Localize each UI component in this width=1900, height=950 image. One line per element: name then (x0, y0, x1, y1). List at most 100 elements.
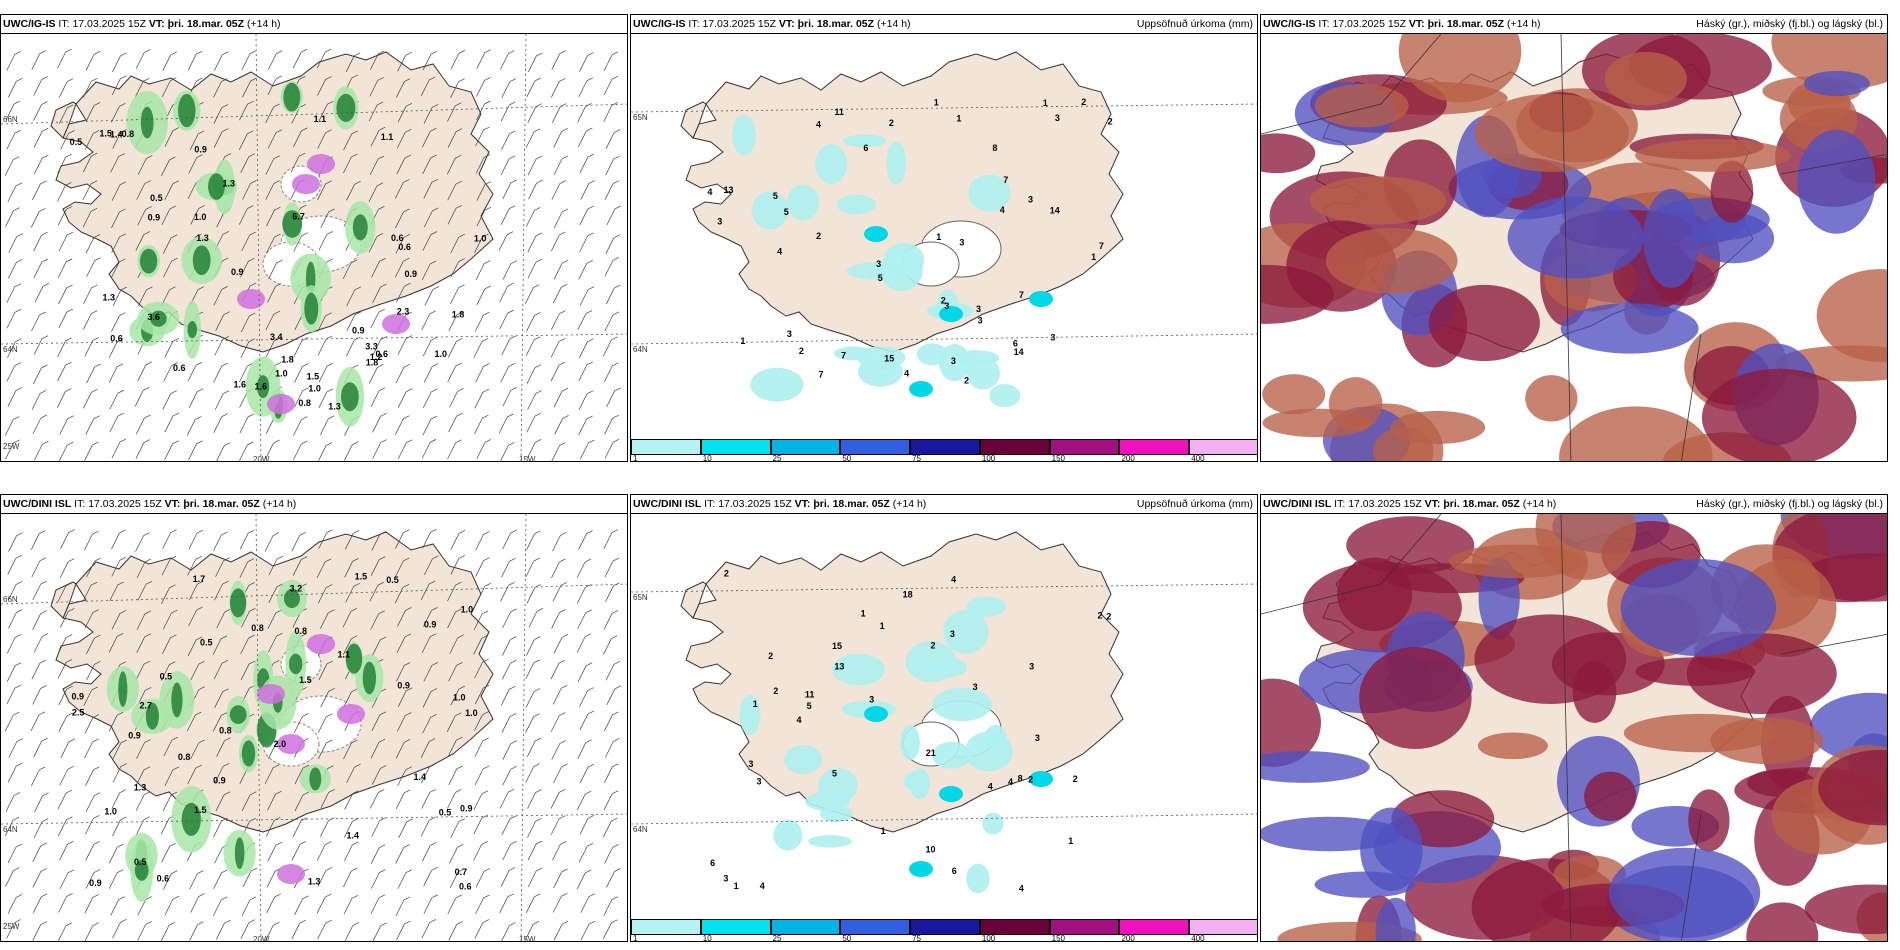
wind-barb (422, 336, 438, 357)
convective-cell (267, 394, 295, 414)
precip-amount-label: 4 (777, 247, 782, 257)
wind-barb (57, 48, 72, 69)
wind-barb (421, 439, 437, 459)
precip-value-label: 3.6 (147, 312, 160, 322)
wind-barb (499, 788, 515, 809)
wind-barb (551, 231, 566, 252)
wind-barb (476, 206, 491, 227)
wind-barb (32, 685, 47, 705)
wind-barb (423, 607, 438, 627)
wind-barb (501, 815, 517, 836)
wind-barb (267, 283, 282, 303)
wind-barb (553, 128, 568, 148)
precip-value-label: 1.4 (347, 831, 360, 841)
cloud-area (1346, 516, 1475, 575)
wind-barb (112, 918, 127, 939)
wind-barb (420, 76, 436, 97)
wind-barb (578, 77, 593, 98)
wind-barb (395, 529, 410, 549)
wind-barb (447, 894, 462, 915)
wind-barb (501, 78, 516, 98)
wind-barb (343, 739, 358, 760)
wind-barb (162, 234, 178, 254)
wind-barb (553, 920, 569, 941)
wind-map[interactable]: 66N 64N 25W 20W 15W 0.5 1.0 1.1 1.0 0.8 0.9 0.9 1.5 0… (1, 513, 627, 941)
precip-blob-dark (192, 245, 211, 276)
wind-barb (550, 789, 566, 809)
wind-barb (135, 660, 151, 681)
wind-barb (450, 685, 466, 706)
wind-barb (161, 661, 176, 681)
precip-value-label: 2.3 (397, 307, 410, 317)
wind-barb (344, 790, 359, 810)
wind-barb (57, 258, 73, 279)
wind-barb (551, 442, 566, 461)
wind-barb (216, 442, 231, 461)
precip-area (886, 141, 906, 185)
precip-value-label: 2.5 (72, 707, 85, 717)
wind-barb (368, 232, 384, 253)
wind-barb (4, 156, 20, 176)
precip-value-label: 0.8 (251, 623, 264, 633)
wind-barb (111, 529, 126, 550)
wind-barb (397, 607, 412, 627)
wind-barb (372, 336, 387, 356)
wind-barb (320, 788, 335, 809)
wind-barb (33, 335, 49, 355)
wind-barb (33, 818, 49, 838)
precip-amount-label: 4 (904, 369, 909, 379)
wind-barb (294, 791, 310, 812)
wind-barb (265, 155, 281, 175)
wind-barb (264, 532, 280, 552)
wind-barb (605, 284, 621, 305)
wind-barb (83, 310, 98, 330)
panel-header: UWC/DINI ISL IT: 17.03.2025 15Z VT: þri.… (631, 495, 1257, 513)
wind-barb (84, 337, 99, 357)
wind-barb (164, 440, 179, 460)
wind-barb (31, 557, 47, 578)
wind-barb (8, 233, 23, 253)
wind-barb (60, 608, 75, 628)
precip-amount-label: 1 (740, 336, 745, 346)
wind-barb (188, 388, 204, 408)
precip-amount-label: 7 (1019, 290, 1024, 300)
precip-value-label: 1.1 (314, 114, 327, 124)
wind-barb (5, 792, 21, 812)
wind-barb (242, 867, 258, 888)
wind-barb (424, 286, 440, 306)
wind-barb (397, 335, 413, 355)
precip-amount-label: 6 (710, 858, 715, 868)
wind-barb (603, 635, 618, 655)
wind-barb (424, 555, 439, 576)
wind-barb (33, 154, 49, 175)
wind-barb (109, 843, 124, 864)
wind-barb (500, 155, 516, 176)
wind-barb (604, 711, 619, 732)
precip-map[interactable]: 65N 64N 2 4 3 5 3 3 1 2 5 2 1 4 3 2 4 1 3 3 7 14 6 3 7 14 3 7 4 5 4 6 3 2… (631, 33, 1257, 461)
wind-barb (164, 766, 180, 787)
wind-map[interactable]: 66N 64N 25W 20W 15W 1.6 1.8 6.7 0.5 1.0 0.6 1.0 1.3 0… (1, 33, 627, 461)
wind-barb (59, 558, 75, 578)
cloud-map[interactable] (1261, 513, 1887, 941)
wind-barb (239, 100, 254, 121)
wind-barb (290, 152, 306, 173)
cloud-area (1325, 227, 1458, 294)
cloud-map[interactable] (1261, 33, 1887, 461)
wind-barb (59, 765, 74, 786)
wind-barb (553, 868, 568, 889)
wind-barb (423, 662, 438, 682)
wind-barb (371, 817, 386, 837)
wind-barb (293, 232, 308, 252)
wind-barb (423, 867, 438, 887)
land-outline (685, 531, 1124, 833)
precip-map[interactable]: 65N 64N 2 4 5 3 2 1 3 1 10 2 1 2 4 5 3 4 3 3 4 18 21 13 11 4 6 4 3 15… (631, 513, 1257, 941)
wind-barb (473, 338, 489, 358)
wind-barb (550, 712, 566, 732)
wind-barb (58, 78, 74, 98)
wind-barb (526, 530, 541, 550)
wind-barb (449, 388, 464, 408)
wind-barb (240, 660, 256, 681)
wind-barb (474, 737, 490, 757)
wind-barb (551, 50, 567, 70)
precip-value-label: 0.9 (404, 269, 417, 279)
